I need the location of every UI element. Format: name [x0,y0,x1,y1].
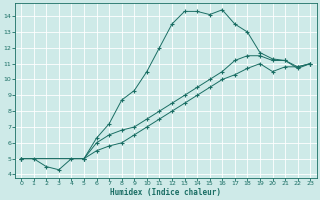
X-axis label: Humidex (Indice chaleur): Humidex (Indice chaleur) [110,188,221,197]
